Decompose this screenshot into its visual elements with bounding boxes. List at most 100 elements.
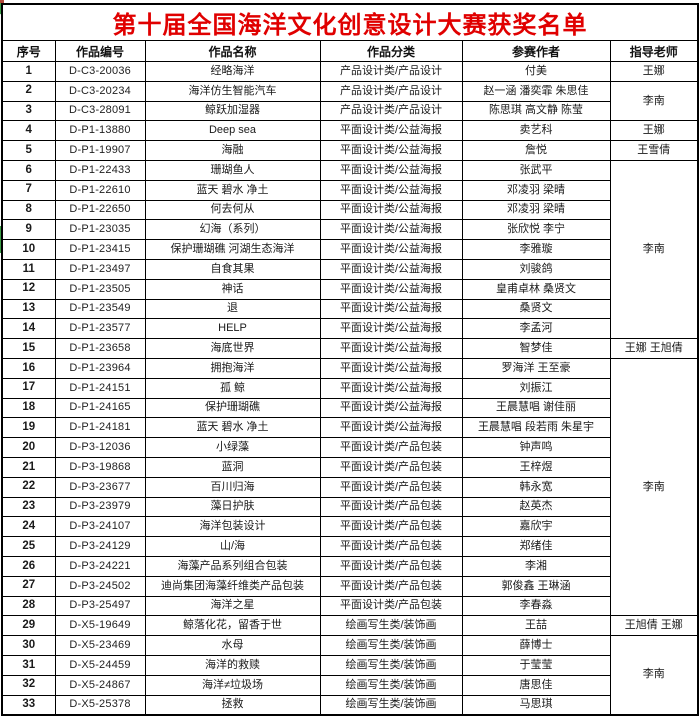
cell-code: D-X5-19649	[54, 615, 146, 637]
cell-index: 16	[1, 357, 56, 379]
cell-category: 平面设计类/公益海报	[319, 140, 463, 161]
table-row: 33 D-X5-25378 拯救 绘画写生类/装饰画 马思琪	[1, 694, 698, 716]
cell-category: 平面设计类/公益海报	[319, 357, 463, 379]
cell-index: 32	[1, 674, 56, 696]
cell-index: 5	[1, 140, 56, 161]
cell-name: 神话	[144, 278, 321, 300]
cell-code: D-P1-23497	[54, 258, 146, 280]
table-row: 23 D-P3-23979 藻日护肤 平面设计类/产品包装 赵英杰	[1, 496, 698, 518]
cell-category: 平面设计类/产品包装	[319, 437, 463, 458]
cell-authors: 赵英杰	[461, 496, 611, 518]
table-row: 2 D-C3-20234 海洋仿生智能汽车 产品设计类/产品设计 赵一涵 潘奕霏 朱思佳…	[1, 80, 699, 122]
table-row: 3 D-C3-28091 鲸跃加湿器 产品设计类/产品设计 陈思琪 高文静 陈莹	[1, 100, 698, 122]
table-row: 11 D-P1-23497 自食其果 平面设计类/公益海报 刘骏鸽	[1, 258, 698, 280]
cell-code: D-P1-24181	[54, 417, 146, 439]
cell-code: D-P1-22610	[54, 179, 146, 201]
cell-authors: 邓凌羽 梁晴	[461, 179, 611, 201]
cell-index: 27	[1, 575, 56, 597]
cell-category: 产品设计类/产品设计	[319, 61, 463, 82]
cell-authors: 李雅璇	[461, 239, 611, 260]
cell-authors: 皇甫卓林 桑贤文	[461, 278, 611, 300]
cell-index: 4	[1, 120, 56, 142]
cell-index: 20	[1, 437, 56, 458]
cell-category: 平面设计类/公益海报	[319, 239, 463, 260]
cell-category: 平面设计类/产品包装	[319, 555, 463, 577]
cell-index: 10	[1, 239, 56, 260]
cell-teacher: 李南	[609, 159, 699, 340]
cell-category: 平面设计类/产品包装	[319, 536, 463, 557]
cell-authors: 钟声鸣	[461, 437, 611, 458]
cell-code: D-P3-24107	[54, 516, 146, 538]
table-row: 24 D-P3-24107 海洋包装设计 平面设计类/产品包装 嘉欣宇	[1, 516, 698, 538]
table-row: 5 D-P1-19907 海融 平面设计类/公益海报 詹悦 王雪倩	[1, 140, 699, 161]
table-row: 31 D-X5-24459 海洋的救赎 绘画写生类/装饰画 于莹莹	[1, 654, 698, 676]
cell-code: D-C3-20036	[54, 61, 146, 82]
cell-category: 平面设计类/产品包装	[319, 516, 463, 538]
cell-code: D-P3-24502	[54, 575, 146, 597]
table-row: 4 D-P1-13880 Deep sea 平面设计类/公益海报 卖艺科 王娜	[1, 120, 699, 142]
cell-code: D-X5-24459	[54, 654, 146, 676]
cell-index: 30	[1, 635, 56, 656]
cell-authors: 刘骏鸽	[461, 258, 611, 280]
cell-authors: 王喆	[461, 615, 611, 637]
cell-authors: 马思琪	[461, 694, 611, 716]
cell-index: 17	[1, 377, 56, 399]
cell-code: D-P3-19868	[54, 456, 146, 478]
cell-category: 绘画写生类/装饰画	[319, 694, 463, 716]
table-row: 27 D-P3-24502 迪尚集团海藻纤维类产品包装 平面设计类/产品包装 郭俊鑫 王…	[1, 575, 698, 597]
cell-authors: 卖艺科	[461, 120, 611, 142]
cell-index: 22	[1, 476, 56, 498]
cell-authors: 郭俊鑫 王琳涵	[461, 575, 611, 597]
table-row: 6 D-P1-22433 珊瑚鱼人 平面设计类/公益海报 张武平 李南	[1, 159, 699, 340]
cell-code: D-P3-24221	[54, 555, 146, 577]
cell-index: 2	[1, 80, 56, 102]
cell-code: D-X5-23469	[54, 635, 146, 656]
cell-category: 平面设计类/公益海报	[319, 120, 463, 142]
cell-code: D-P1-23577	[54, 318, 146, 340]
cell-teacher: 李南	[609, 80, 699, 122]
table-row: 20 D-P3-12036 小绿藻 平面设计类/产品包装 钟声鸣	[1, 437, 698, 458]
cell-index: 3	[1, 100, 56, 122]
cell-name: 保护珊瑚礁	[144, 397, 321, 419]
cell-teacher: 王雪倩	[609, 140, 699, 161]
cell-category: 平面设计类/公益海报	[319, 298, 463, 320]
cell-code: D-P1-13880	[54, 120, 146, 142]
cell-name: 海藻产品系列组合包装	[144, 555, 321, 577]
table-row: 8 D-P1-22650 何去何从 平面设计类/公益海报 邓凌羽 梁晴	[1, 199, 698, 221]
cell-teacher: 李南	[609, 357, 699, 617]
cell-index: 11	[1, 258, 56, 280]
col-header-code: 作品编号	[54, 40, 146, 62]
cell-authors: 李湘	[461, 555, 611, 577]
cell-name: 海洋仿生智能汽车	[144, 80, 321, 102]
cell-name: 蓝天 碧水 净土	[144, 417, 321, 439]
cell-index: 15	[1, 338, 56, 359]
cell-index: 19	[1, 417, 56, 439]
cell-authors: 韩永宽	[461, 476, 611, 498]
cell-code: D-X5-24867	[54, 674, 146, 696]
cell-category: 平面设计类/公益海报	[319, 377, 463, 399]
title-row: 第十届全国海洋文化创意设计大赛获奖名单	[1, 3, 699, 41]
cell-name: 拥抱海洋	[144, 357, 321, 379]
cell-name: 水母	[144, 635, 321, 656]
cell-name: 小绿藻	[144, 437, 321, 458]
cell-authors: 于莹莹	[461, 654, 611, 676]
cell-category: 平面设计类/公益海报	[319, 338, 463, 359]
cell-teacher: 王娜 王旭倩	[609, 338, 699, 359]
table-row: 7 D-P1-22610 蓝天 碧水 净土 平面设计类/公益海报 邓凌羽 梁晴	[1, 179, 698, 201]
cell-index: 1	[1, 61, 56, 82]
cell-name: 海洋包装设计	[144, 516, 321, 538]
cell-category: 平面设计类/产品包装	[319, 595, 463, 617]
cell-authors: 赵一涵 潘奕霏 朱思佳	[461, 80, 611, 102]
cell-category: 平面设计类/公益海报	[319, 397, 463, 419]
cell-name: 海底世界	[144, 338, 321, 359]
cell-code: D-P1-24151	[54, 377, 146, 399]
cell-index: 28	[1, 595, 56, 617]
table-row: 10 D-P1-23415 保护珊瑚礁 河湖生态海洋 平面设计类/公益海报 李雅璇	[1, 239, 698, 260]
table-row: 1 D-C3-20036 经略海洋 产品设计类/产品设计 付美 王娜	[1, 61, 699, 82]
cell-name: 迪尚集团海藻纤维类产品包装	[144, 575, 321, 597]
cell-authors: 张武平	[461, 159, 611, 181]
cell-name: 幻海（系列）	[144, 219, 321, 241]
cell-name: HELP	[144, 318, 321, 340]
cell-name: 珊瑚鱼人	[144, 159, 321, 181]
cell-category: 平面设计类/公益海报	[319, 159, 463, 181]
